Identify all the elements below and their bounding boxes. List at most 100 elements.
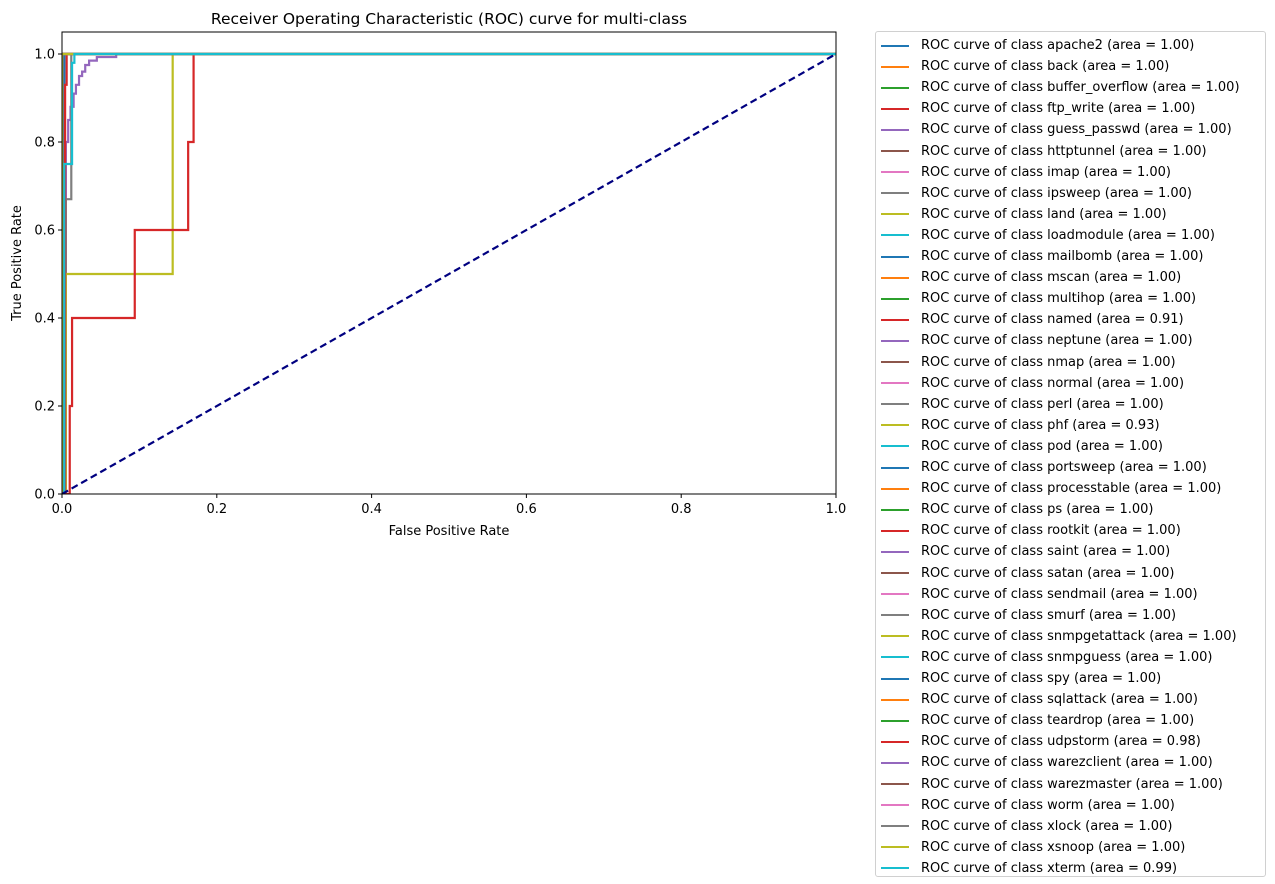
legend-label: ROC curve of class land (area = 1.00) (921, 206, 1167, 222)
legend-entry: ROC curve of class spy (area = 1.00) (881, 668, 1161, 689)
legend-swatch (881, 487, 909, 490)
legend-label: ROC curve of class apache2 (area = 1.00) (921, 38, 1195, 53)
legend-entry: ROC curve of class teardrop (area = 1.00… (881, 710, 1194, 731)
legend-swatch (881, 424, 909, 427)
legend-entry: ROC curve of class udpstorm (area = 0.98… (881, 731, 1201, 752)
legend-swatch (881, 529, 909, 532)
x-tick-label: 1.0 (826, 502, 847, 517)
y-tick-label: 0.8 (34, 136, 55, 151)
legend-swatch (881, 719, 909, 722)
legend-label: ROC curve of class mailbomb (area = 1.00… (921, 249, 1204, 264)
legend-swatch (881, 445, 909, 448)
legend-label: ROC curve of class mscan (area = 1.00) (921, 270, 1182, 286)
legend-entry: ROC curve of class guess_passwd (area = … (881, 119, 1232, 140)
legend-entry: ROC curve of class saint (area = 1.00) (881, 541, 1170, 562)
legend-swatch (881, 361, 909, 363)
legend-swatch (881, 867, 909, 870)
legend-label: ROC curve of class sqlattack (area = 1.0… (921, 692, 1198, 708)
legend-label: ROC curve of class nmap (area = 1.00) (921, 354, 1176, 370)
y-tick-label: 0.4 (34, 312, 55, 327)
legend-entry: ROC curve of class warezclient (area = 1… (881, 752, 1213, 773)
legend-swatch (881, 550, 909, 553)
legend-label: ROC curve of class back (area = 1.00) (921, 59, 1170, 75)
legend-swatch (881, 825, 909, 828)
legend: ROC curve of class apache2 (area = 1.00)… (875, 31, 1266, 877)
legend-entry: ROC curve of class neptune (area = 1.00) (881, 330, 1193, 351)
legend-label: ROC curve of class ftp_write (area = 1.0… (921, 101, 1196, 117)
legend-swatch (881, 698, 909, 701)
legend-swatch (881, 128, 909, 131)
legend-entry: ROC curve of class snmpguess (area = 1.0… (881, 647, 1212, 668)
legend-swatch (881, 255, 909, 258)
legend-label: ROC curve of class neptune (area = 1.00) (921, 333, 1193, 349)
legend-swatch (881, 192, 909, 195)
legend-label: ROC curve of class guess_passwd (area = … (921, 122, 1232, 138)
x-tick-label: 0.8 (671, 502, 692, 517)
roc-series-line-4 (62, 52, 836, 494)
legend-swatch (881, 783, 909, 785)
legend-swatch (881, 65, 909, 68)
legend-entry: ROC curve of class smurf (area = 1.00) (881, 605, 1176, 626)
legend-entry: ROC curve of class imap (area = 1.00) (881, 162, 1171, 183)
legend-entry: ROC curve of class portsweep (area = 1.0… (881, 457, 1207, 478)
legend-entry: ROC curve of class rootkit (area = 1.00) (881, 520, 1181, 541)
legend-swatch (881, 318, 909, 321)
legend-label: ROC curve of class ps (area = 1.00) (921, 502, 1154, 518)
y-axis-ticks: 0.0 0.2 0.4 0.6 0.8 1.0 (34, 48, 62, 503)
legend-entry: ROC curve of class ipsweep (area = 1.00) (881, 183, 1192, 204)
legend-swatch (881, 403, 909, 406)
legend-label: ROC curve of class spy (area = 1.00) (921, 671, 1162, 686)
series-lines (62, 52, 836, 494)
legend-entry: ROC curve of class xsnoop (area = 1.00) (881, 837, 1185, 858)
legend-swatch (881, 804, 909, 807)
legend-entry: ROC curve of class perl (area = 1.00) (881, 394, 1164, 415)
legend-swatch (881, 297, 909, 300)
x-tick-label: 0.2 (206, 502, 227, 517)
legend-label: ROC curve of class perl (area = 1.00) (921, 396, 1164, 412)
plot-frame (61, 31, 837, 495)
legend-entry: ROC curve of class mscan (area = 1.00) (881, 267, 1181, 288)
legend-label: ROC curve of class xsnoop (area = 1.00) (921, 839, 1186, 855)
legend-entry: ROC curve of class mailbomb (area = 1.00… (881, 246, 1203, 267)
legend-label: ROC curve of class udpstorm (area = 0.98… (921, 734, 1201, 750)
legend-swatch (881, 656, 909, 659)
legend-entry: ROC curve of class loadmodule (area = 1.… (881, 225, 1215, 246)
plot-area (61, 31, 837, 495)
legend-label: ROC curve of class rootkit (area = 1.00) (921, 523, 1181, 539)
legend-label: ROC curve of class worm (area = 1.00) (921, 797, 1175, 813)
legend-entry: ROC curve of class processtable (area = … (881, 478, 1221, 499)
y-axis-label: True Positive Rate (10, 205, 25, 322)
legend-label: ROC curve of class teardrop (area = 1.00… (921, 713, 1195, 729)
x-axis-label: False Positive Rate (389, 524, 510, 539)
legend-label: ROC curve of class snmpguess (area = 1.0… (921, 649, 1213, 665)
legend-label: ROC curve of class portsweep (area = 1.0… (921, 460, 1207, 475)
legend-entry: ROC curve of class httptunnel (area = 1.… (881, 141, 1207, 162)
legend-swatch (881, 382, 909, 385)
legend-swatch (881, 86, 909, 89)
legend-swatch (881, 761, 909, 764)
legend-swatch (881, 44, 909, 47)
legend-swatch (881, 614, 909, 617)
legend-label: ROC curve of class saint (area = 1.00) (921, 544, 1171, 560)
chart-title: Receiver Operating Characteristic (ROC) … (211, 10, 687, 28)
roc-series-line-39 (62, 52, 836, 494)
legend-swatch (881, 213, 909, 216)
legend-entry: ROC curve of class satan (area = 1.00) (881, 563, 1175, 584)
legend-entry: ROC curve of class xlock (area = 1.00) (881, 816, 1172, 837)
legend-swatch (881, 150, 909, 152)
legend-entry: ROC curve of class sqlattack (area = 1.0… (881, 689, 1198, 710)
x-tick-label: 0.0 (52, 502, 73, 517)
x-tick-label: 0.6 (516, 502, 537, 517)
legend-label: ROC curve of class xlock (area = 1.00) (921, 818, 1173, 834)
legend-swatch (881, 234, 909, 237)
legend-label: ROC curve of class warezclient (area = 1… (921, 755, 1213, 771)
legend-entry: ROC curve of class multihop (area = 1.00… (881, 288, 1196, 309)
legend-label: ROC curve of class named (area = 0.91) (921, 312, 1184, 328)
y-tick-label: 0.2 (34, 400, 55, 415)
y-tick-label: 0.0 (34, 488, 55, 503)
legend-entry: ROC curve of class buffer_overflow (area… (881, 77, 1240, 98)
legend-entry: ROC curve of class apache2 (area = 1.00) (881, 35, 1194, 56)
legend-label: ROC curve of class snmpgetattack (area =… (921, 628, 1237, 644)
legend-swatch (881, 107, 909, 110)
